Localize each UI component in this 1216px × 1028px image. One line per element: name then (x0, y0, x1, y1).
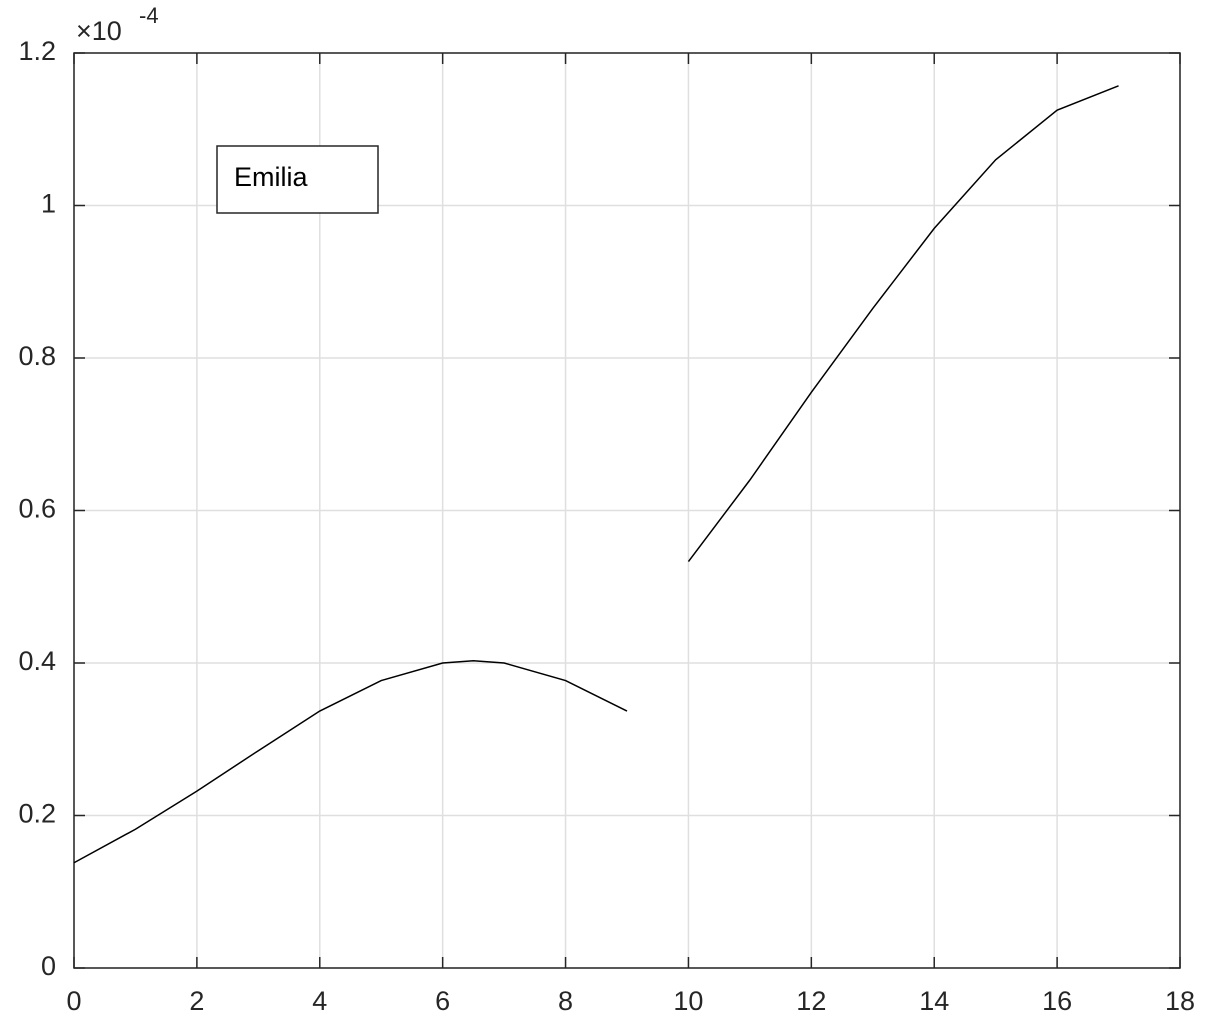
y-tick-label: 0.8 (18, 341, 56, 371)
x-tick-label: 4 (312, 986, 327, 1016)
y-tick-label: 0 (41, 951, 56, 981)
x-tick-label: 12 (796, 986, 826, 1016)
y-tick-label: 0.2 (18, 799, 56, 829)
line-series (73, 85, 1119, 864)
x-tick-label: 8 (558, 986, 573, 1016)
x-tick-label: 18 (1165, 986, 1195, 1016)
y-tick-label: 0.6 (18, 494, 56, 524)
x-tick-label: 14 (919, 986, 949, 1016)
y-tick-label: 1 (41, 189, 56, 219)
legend-label: Emilia (234, 162, 308, 192)
y-multiplier: ×10 (76, 16, 122, 46)
x-tick-label: 0 (66, 986, 81, 1016)
axes-box (73, 52, 1181, 969)
x-tick-label: 16 (1042, 986, 1072, 1016)
legend-box (216, 145, 379, 214)
legend: Emilia (216, 145, 379, 214)
x-tick-label: 6 (435, 986, 450, 1016)
x-tick-label: 10 (673, 986, 703, 1016)
y-tick-label: 0.4 (18, 646, 56, 676)
x-tick-label: 2 (189, 986, 204, 1016)
y-tick-label: 1.2 (18, 36, 56, 66)
y-multiplier-exponent: -4 (139, 3, 159, 28)
